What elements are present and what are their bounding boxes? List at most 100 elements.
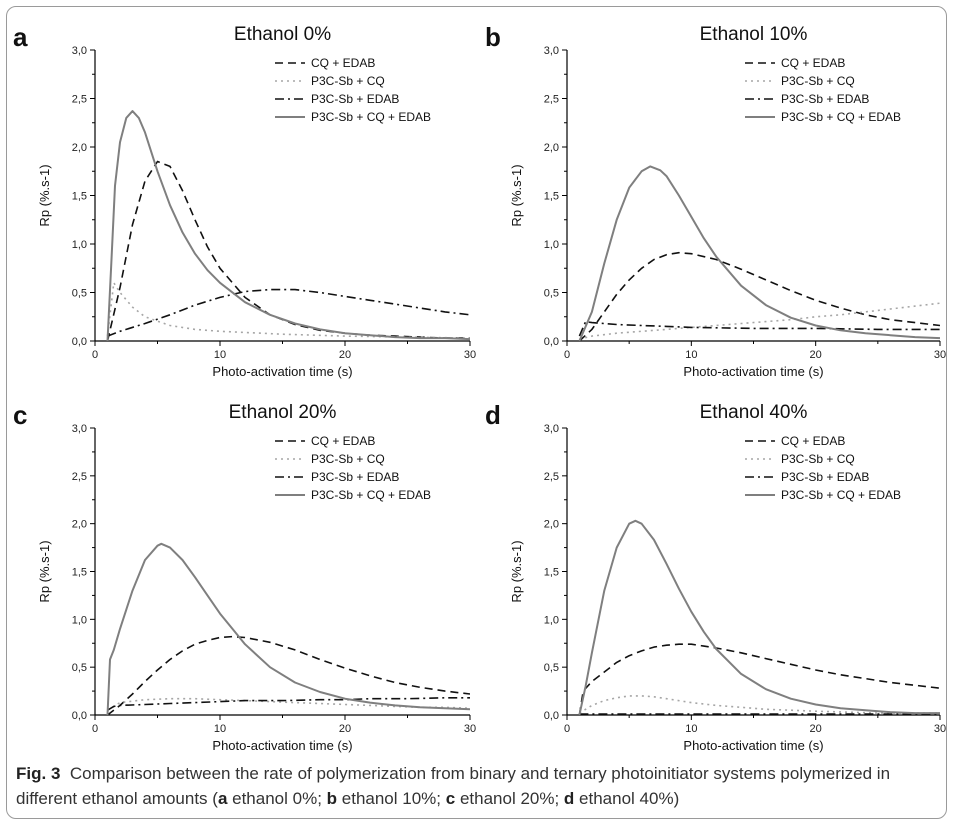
- caption-item-a: ethanol 0%;: [227, 789, 327, 808]
- caption-label: Fig. 3: [16, 764, 61, 783]
- x-tick-label: 0: [564, 723, 570, 735]
- series-line: [106, 110, 470, 341]
- legend-label: P3C-Sb + CQ + EDAB: [781, 110, 901, 124]
- series-line: [106, 282, 470, 339]
- y-tick-label: 0,5: [544, 288, 559, 300]
- x-tick-label: 30: [934, 723, 946, 735]
- series-line: [107, 288, 470, 337]
- y-tick-label: 1,0: [544, 614, 559, 626]
- x-tick-label: 0: [92, 349, 98, 361]
- panel-letter: b: [485, 22, 501, 52]
- x-tick-label: 10: [685, 349, 697, 361]
- caption-item-c: ethanol 20%;: [455, 789, 564, 808]
- figure-frame: [6, 6, 947, 819]
- series-line: [107, 697, 470, 711]
- x-tick-label: 20: [810, 723, 822, 735]
- figure-caption: Fig. 3 Comparison between the rate of po…: [16, 761, 941, 811]
- panel-title: Ethanol 0%: [234, 24, 331, 45]
- x-tick-label: 20: [339, 723, 351, 735]
- panel-title: Ethanol 20%: [229, 402, 337, 423]
- y-tick-label: 1,0: [544, 239, 559, 251]
- series-line: [107, 635, 470, 715]
- caption-item-b: ethanol 10%;: [337, 789, 446, 808]
- legend-label: P3C-Sb + CQ + EDAB: [311, 488, 431, 502]
- x-axis-label: Photo-activation time (s): [683, 738, 823, 753]
- series-line: [106, 542, 470, 715]
- series-line: [107, 697, 470, 711]
- legend-label: CQ + EDAB: [781, 56, 845, 70]
- x-tick-label: 30: [934, 349, 946, 361]
- chart-panel-c: 0,0 0,5 1,0 1,5 2,0 2,5 3,0 0 10 20 30 Photo-activa…: [13, 400, 476, 753]
- caption-letter-c: c: [445, 789, 456, 808]
- y-tick-label: 1,5: [72, 191, 87, 203]
- y-tick-label: 3,0: [544, 45, 559, 57]
- y-axis-label: Rp (%.s-1): [37, 540, 52, 602]
- x-tick-label: 30: [464, 723, 476, 735]
- y-tick-label: 0,5: [72, 662, 87, 674]
- y-tick-label: 3,0: [72, 423, 87, 435]
- panel-letter: a: [13, 22, 28, 52]
- x-axis-label: Photo-activation time (s): [212, 364, 352, 379]
- panel-title: Ethanol 40%: [700, 402, 808, 423]
- legend-label: P3C-Sb + CQ + EDAB: [311, 110, 431, 124]
- caption-letter-b: b: [326, 789, 338, 808]
- legend-label: P3C-Sb + CQ: [311, 452, 385, 466]
- chart-panel-a: 0,0 0,5 1,0 1,5 2,0 2,5 3,0 0 10 20 30 Photo-activa…: [13, 22, 476, 379]
- x-tick-label: 20: [810, 349, 822, 361]
- caption-item-d: ethanol 40%: [574, 789, 674, 808]
- legend-label: CQ + EDAB: [311, 434, 375, 448]
- y-tick-label: 1,0: [72, 614, 87, 626]
- y-tick-label: 2,0: [544, 519, 559, 531]
- legend-label: P3C-Sb + CQ: [781, 74, 855, 88]
- y-tick-label: 1,5: [72, 567, 87, 579]
- x-axis-label: Photo-activation time (s): [683, 364, 823, 379]
- y-tick-label: 1,0: [72, 239, 87, 251]
- x-tick-label: 10: [214, 723, 226, 735]
- caption-close: ): [673, 789, 680, 808]
- panel-title: Ethanol 10%: [700, 24, 808, 45]
- panel-letter: d: [485, 400, 501, 430]
- y-tick-label: 0,0: [72, 336, 87, 348]
- y-tick-label: 2,5: [544, 471, 559, 483]
- series-line: [578, 251, 940, 341]
- x-tick-label: 30: [464, 349, 476, 361]
- chart-panel-d: 0,0 0,5 1,0 1,5 2,0 2,5 3,0 0 10 20 30 Photo-activa…: [485, 400, 946, 753]
- caption-text: Comparison between the rate of polymeriz…: [16, 764, 891, 808]
- y-tick-label: 0,0: [544, 710, 559, 722]
- series-line: [578, 165, 940, 341]
- x-tick-label: 10: [214, 349, 226, 361]
- y-axis-label: Rp (%.s-1): [509, 164, 524, 226]
- y-tick-label: 3,0: [72, 45, 87, 57]
- legend-label: CQ + EDAB: [781, 434, 845, 448]
- y-tick-label: 1,5: [544, 191, 559, 203]
- legend-label: P3C-Sb + EDAB: [311, 92, 399, 106]
- y-tick-label: 2,0: [544, 142, 559, 154]
- y-tick-label: 2,0: [72, 519, 87, 531]
- series-line: [578, 695, 940, 714]
- y-tick-label: 0,0: [72, 710, 87, 722]
- panel-letter: c: [13, 400, 27, 430]
- legend-label: P3C-Sb + EDAB: [311, 470, 399, 484]
- legend-label: P3C-Sb + EDAB: [781, 92, 869, 106]
- x-axis-label: Photo-activation time (s): [212, 738, 352, 753]
- y-tick-label: 2,5: [72, 94, 87, 106]
- y-axis-label: Rp (%.s-1): [37, 164, 52, 226]
- y-tick-label: 2,5: [544, 94, 559, 106]
- series-line: [578, 519, 940, 715]
- series-line: [106, 160, 470, 341]
- legend-label: CQ + EDAB: [311, 56, 375, 70]
- legend-label: P3C-Sb + CQ + EDAB: [781, 488, 901, 502]
- y-tick-label: 0,5: [544, 662, 559, 674]
- series-line: [578, 643, 940, 715]
- figure-canvas: 0,0 0,5 1,0 1,5 2,0 2,5 3,0 0 10 20 30 Photo-activa…: [13, 22, 946, 753]
- legend-label: P3C-Sb + CQ: [311, 74, 385, 88]
- x-tick-label: 0: [564, 349, 570, 361]
- y-tick-label: 2,5: [72, 471, 87, 483]
- legend-label: P3C-Sb + EDAB: [781, 470, 869, 484]
- caption-letter-a: a: [217, 789, 228, 808]
- y-axis-label: Rp (%.s-1): [509, 540, 524, 602]
- series-line: [579, 302, 940, 340]
- y-tick-label: 1,5: [544, 567, 559, 579]
- y-tick-label: 0,0: [544, 336, 559, 348]
- x-tick-label: 20: [339, 349, 351, 361]
